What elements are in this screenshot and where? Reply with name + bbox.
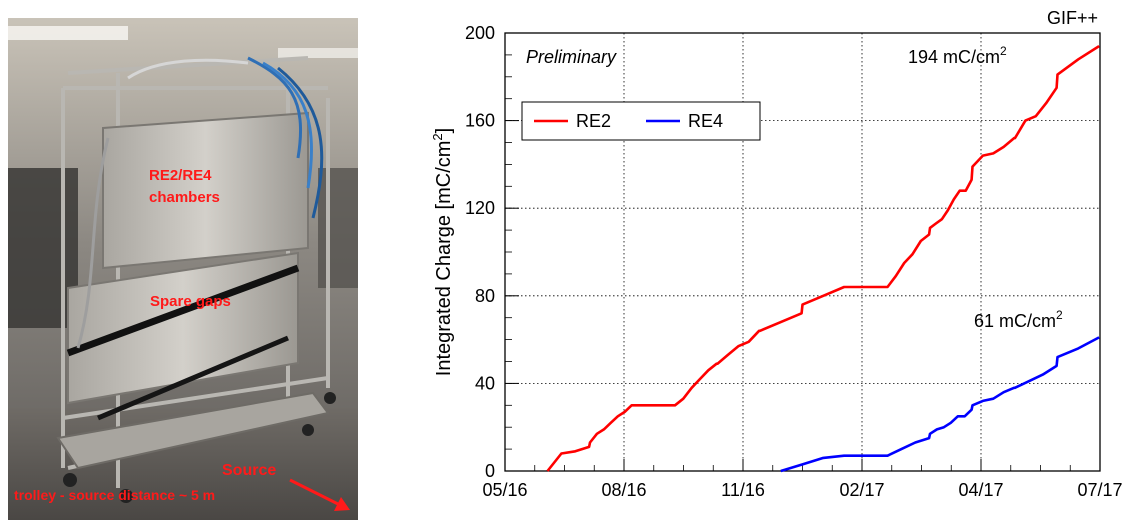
y-tick-label: 160 xyxy=(465,111,495,131)
wall-panel xyxy=(8,168,78,328)
series-lines xyxy=(546,45,1100,473)
series-line-re4 xyxy=(780,336,1100,473)
x-tick-label: 02/17 xyxy=(839,480,884,500)
trolley-photo: RE2/RE4 chambers Spare gaps Source troll… xyxy=(8,18,358,520)
label-chambers-line1: RE2/RE4 xyxy=(149,167,212,184)
label-spare-gaps: Spare gaps xyxy=(150,293,231,310)
y-axis-title-sup: 2 xyxy=(430,133,445,140)
series-line-re2 xyxy=(546,45,1100,472)
label-trolley-distance: trolley - source distance ~ 5 m xyxy=(14,487,215,503)
x-tick-label: 08/16 xyxy=(601,480,646,500)
y-tick-label: 40 xyxy=(475,373,495,393)
wall-panel-right xyxy=(318,168,358,288)
y-tick-label: 200 xyxy=(465,23,495,43)
legend-label-re4: RE4 xyxy=(688,111,723,131)
support-bar xyxy=(97,335,289,421)
corner-label: GIF++ xyxy=(1047,8,1098,28)
ceiling-light xyxy=(278,48,358,58)
plot-area xyxy=(504,32,1101,472)
chamber-stack xyxy=(102,111,309,270)
preliminary-label: Preliminary xyxy=(526,47,617,67)
y-axis-title-end: ] xyxy=(433,128,455,134)
ceiling-light xyxy=(8,26,128,40)
x-tick-label: 04/17 xyxy=(958,480,1003,500)
support-bar xyxy=(66,264,300,357)
y-tick-label: 80 xyxy=(475,286,495,306)
label-chambers-line2: chambers xyxy=(149,189,220,206)
legend: RE2 RE4 xyxy=(521,101,761,141)
axis-ticks: 05/16 08/16 11/16 02/17 04/17 07/17 0 40 80 120 16… xyxy=(465,23,1123,500)
y-axis-title-main: Integrated Charge [mC/cm xyxy=(433,141,455,377)
y-tick-label: 120 xyxy=(465,198,495,218)
wheels xyxy=(63,392,336,503)
x-tick-label: 05/16 xyxy=(482,480,527,500)
y-axis-title: Integrated Charge [mC/cm2] xyxy=(430,128,455,376)
cables xyxy=(76,56,324,349)
legend-label-re2: RE2 xyxy=(576,111,611,131)
y-tick-label: 0 xyxy=(485,461,495,481)
label-source: Source xyxy=(222,462,276,479)
bottom-shelf xyxy=(56,391,330,470)
x-tick-label: 07/17 xyxy=(1077,480,1122,500)
source-arrow xyxy=(289,478,350,511)
annotation-re2-final: 194 mC/cm2 xyxy=(908,44,1007,67)
annotation-re4-final: 61 mC/cm2 xyxy=(974,308,1063,331)
x-tick-label: 11/16 xyxy=(721,480,765,500)
integrated-charge-chart: 05/16 08/16 11/16 02/17 04/17 07/17 0 40 80 120 16… xyxy=(430,8,1123,500)
